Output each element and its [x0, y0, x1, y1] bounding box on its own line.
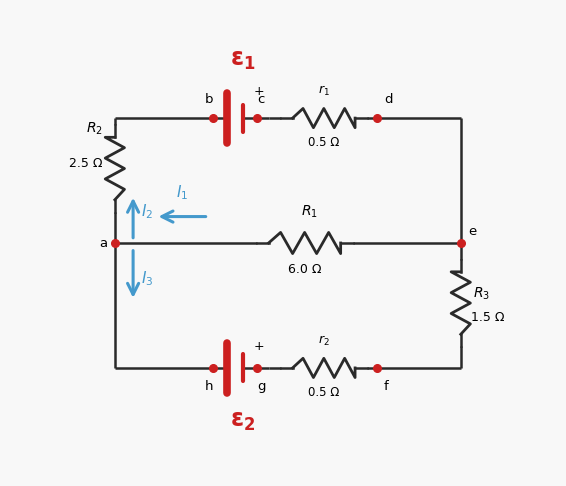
Text: d: d: [384, 93, 392, 106]
Text: $\mathbf{\varepsilon_2}$: $\mathbf{\varepsilon_2}$: [230, 409, 255, 433]
Text: 1.5 Ω: 1.5 Ω: [471, 311, 505, 324]
Text: g: g: [257, 380, 265, 393]
Text: $\mathbf{\varepsilon_1}$: $\mathbf{\varepsilon_1}$: [230, 49, 255, 72]
Text: 2.5 Ω: 2.5 Ω: [69, 157, 103, 170]
Text: $r_2$: $r_2$: [318, 333, 330, 348]
Text: $I_3$: $I_3$: [142, 270, 153, 288]
Text: $r_1$: $r_1$: [318, 84, 330, 98]
Text: h: h: [204, 380, 213, 393]
Text: $R_2$: $R_2$: [86, 121, 103, 138]
Text: b: b: [204, 93, 213, 106]
Text: $R_3$: $R_3$: [473, 285, 490, 302]
Text: e: e: [468, 225, 476, 238]
Text: c: c: [258, 93, 265, 106]
Text: +: +: [253, 340, 264, 353]
Text: a: a: [100, 237, 108, 249]
Text: $I_2$: $I_2$: [142, 203, 153, 221]
Text: 6.0 Ω: 6.0 Ω: [288, 263, 321, 276]
Text: $R_1$: $R_1$: [301, 204, 318, 220]
Text: 0.5 Ω: 0.5 Ω: [308, 386, 340, 399]
Text: +: +: [253, 85, 264, 98]
Text: f: f: [384, 380, 389, 393]
Text: $I_1$: $I_1$: [176, 183, 188, 202]
Text: 0.5 Ω: 0.5 Ω: [308, 137, 340, 149]
